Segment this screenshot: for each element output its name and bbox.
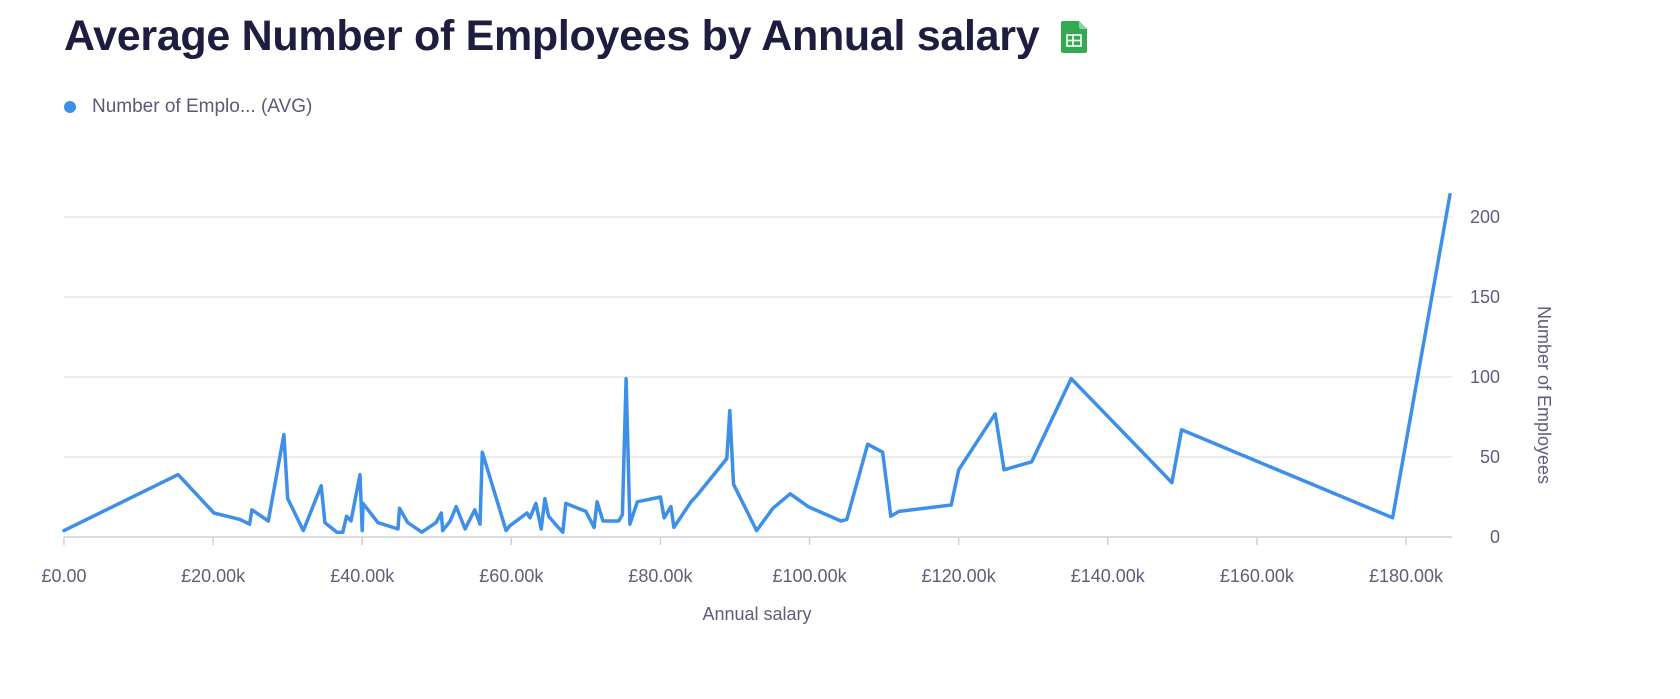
chart-title-text: Average Number of Employees by Annual sa… [64, 12, 1040, 60]
y-tick-label: 200 [1470, 207, 1500, 227]
x-tick-label: £160.00k [1220, 566, 1295, 586]
chart-title: Average Number of Employees by Annual sa… [64, 12, 1088, 61]
legend-dot-icon [64, 101, 76, 113]
x-tick-label: £40.00k [330, 566, 395, 586]
gridlines [64, 216, 1452, 538]
legend-label: Number of Emplo... (AVG) [92, 96, 313, 117]
y-tick-label: 50 [1480, 447, 1500, 467]
spreadsheet-icon[interactable] [1061, 20, 1088, 53]
x-tick-label: £120.00k [922, 566, 997, 586]
x-tick-label: £180.00k [1369, 566, 1444, 586]
y-tick-label: 100 [1470, 367, 1500, 387]
y-axis: 0 50 100 150 200 [1470, 207, 1500, 547]
series-line[interactable] [62, 192, 1452, 534]
x-tick-label: £100.00k [773, 566, 848, 586]
x-tick-label: £140.00k [1071, 566, 1146, 586]
x-tick-label: £20.00k [181, 566, 246, 586]
x-tick-label: £0.00 [41, 566, 86, 586]
x-axis-title: Annual salary [702, 604, 811, 624]
legend[interactable]: Number of Emplo... (AVG) [64, 96, 312, 118]
y-tick-label: 0 [1490, 527, 1500, 547]
x-tick-label: £80.00k [628, 566, 693, 586]
y-axis-title: Number of Employees [1534, 306, 1554, 484]
x-axis: £0.00 £20.00k £40.00k £60.00k £80.00k £100.00… [41, 537, 1444, 586]
x-tick-label: £60.00k [479, 566, 544, 586]
y-tick-label: 150 [1470, 287, 1500, 307]
